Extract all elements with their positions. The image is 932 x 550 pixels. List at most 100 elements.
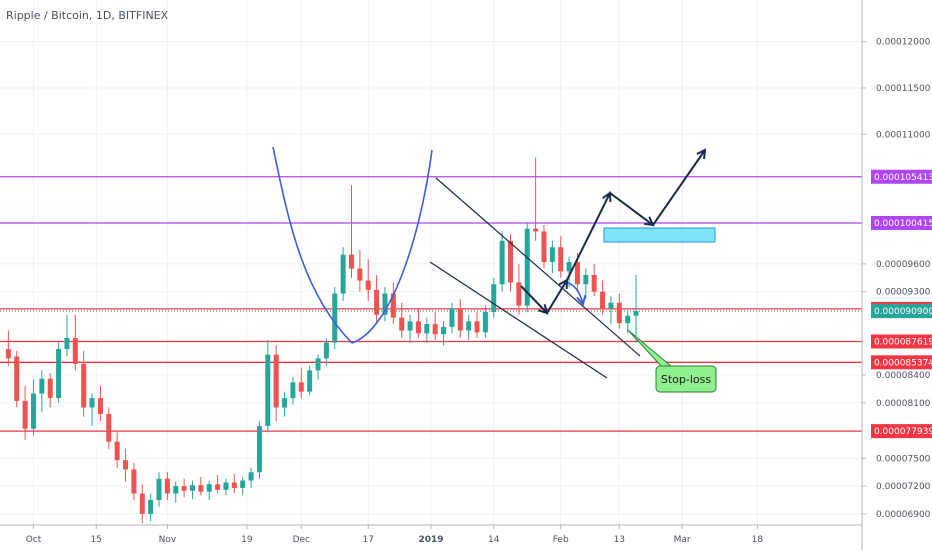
candle-body: [215, 484, 221, 490]
candle-body: [231, 482, 237, 488]
candle-body: [5, 349, 11, 359]
candle-body: [441, 326, 447, 335]
y-tick-label: 0.00007500: [876, 454, 931, 464]
candle-body: [123, 460, 129, 470]
candle-body: [97, 398, 103, 414]
arrowhead: [643, 216, 655, 227]
arrowhead: [558, 278, 569, 290]
candle-body: [499, 240, 505, 285]
candle-body: [265, 354, 271, 426]
price-tags: 0.0001054130.0001004150.0000911390.00008…: [871, 169, 932, 439]
price-level-tag: [871, 334, 932, 349]
channel-lower-line: [429, 261, 608, 379]
x-tick-label: 19: [241, 535, 253, 545]
arrowhead: [602, 191, 612, 203]
price-level-tag: [871, 169, 932, 184]
candle-body: [106, 413, 112, 442]
candle-body: [198, 485, 204, 492]
candle-body: [348, 254, 354, 269]
price-level-tag: [871, 355, 932, 370]
candle-body: [131, 469, 137, 494]
y-tick-label: 0.00007200: [876, 482, 931, 492]
price-level-tag-label: 0.000105413: [874, 173, 932, 183]
candle-body: [432, 324, 438, 335]
candle-body: [558, 247, 564, 272]
candle-body: [47, 378, 53, 399]
chart-grid: [0, 0, 862, 525]
candle-body: [516, 282, 522, 306]
candle-body: [81, 363, 87, 408]
price-level-lines[interactable]: [0, 176, 862, 432]
y-tick-label: 0.00009300: [876, 288, 931, 298]
y-tick-label: 0.00008100: [876, 399, 931, 409]
arrowhead: [696, 148, 707, 160]
candle-body: [173, 486, 179, 494]
arrowhead: [538, 304, 549, 315]
candle-body: [164, 478, 170, 494]
stop-loss-callout[interactable]: Stop-loss: [627, 329, 717, 393]
candle-body: [39, 378, 45, 394]
current-price-tag-label: 0.000090900: [874, 307, 932, 317]
candle-body: [382, 293, 388, 315]
target-box: [603, 227, 716, 243]
cup-curve-right: [351, 149, 433, 344]
price-level-tag-label: 0.000087619: [874, 337, 932, 347]
x-tick-label: 18: [752, 535, 764, 545]
candle-body: [307, 370, 313, 392]
channel-upper-line: [435, 177, 641, 357]
stop-loss-label: Stop-loss: [661, 373, 711, 386]
x-tick-label: Feb: [553, 535, 569, 545]
x-tick-label: Dec: [293, 535, 310, 545]
chart-drawings[interactable]: [272, 146, 716, 379]
candle-body: [248, 472, 254, 481]
candle-body: [114, 441, 120, 461]
projection-arrow-path: [520, 149, 706, 315]
candle-body: [449, 308, 455, 327]
candle-body: [524, 228, 530, 306]
candle-body: [574, 262, 580, 285]
x-tick-label: 2019: [418, 535, 443, 545]
candle-body: [591, 275, 597, 292]
x-tick-label: 13: [614, 535, 625, 545]
candle-body: [332, 293, 338, 343]
candle-body: [206, 484, 212, 492]
candle-body: [156, 478, 162, 500]
price-level-tag: [871, 215, 932, 230]
candle-body: [22, 400, 28, 429]
candle-body: [457, 308, 463, 331]
symbol-title: Ripple / Bitcoin, 1D, BITFINEX: [6, 9, 169, 22]
candle-body: [600, 291, 606, 309]
x-tick-label: 15: [91, 535, 102, 545]
y-tick-label: 0.00011000: [876, 130, 931, 140]
price-level-tag-label: 0.000077939: [874, 427, 932, 437]
candle-body: [583, 275, 589, 285]
price-level-tag-label: 0.000085374: [874, 358, 932, 368]
candle-body: [474, 321, 480, 333]
candle-body: [298, 382, 304, 392]
candle-body: [340, 254, 346, 294]
y-tick-label: 0.00006900: [876, 510, 931, 520]
y-axis[interactable]: 0.00012000 0.00011500 0.00011000 0.00009600…: [861, 0, 931, 550]
candle-body: [390, 293, 396, 318]
candle-body: [30, 393, 36, 429]
candle-body: [466, 321, 472, 331]
x-tick-label: 17: [363, 535, 374, 545]
x-tick-label: 14: [488, 535, 500, 545]
candle-body: [491, 284, 497, 313]
candle-body: [282, 398, 288, 408]
candle-body: [223, 482, 229, 490]
y-tick-label: 0.00012000: [876, 38, 931, 48]
candle-body: [533, 228, 539, 232]
x-tick-label: Nov: [159, 535, 177, 545]
y-tick-label: 0.00009600: [876, 260, 931, 270]
candle-body: [625, 315, 631, 324]
x-axis[interactable]: Oct 15 Nov 19 Dec 17 2019 14 Feb 13 Mar 18: [0, 524, 862, 545]
arrowheads: [538, 148, 707, 315]
candle-body: [181, 486, 187, 491]
candle-body: [508, 240, 514, 283]
candle-body: [616, 302, 622, 324]
candle-body: [72, 337, 78, 364]
candle-body: [256, 425, 262, 473]
candles: [5, 157, 639, 524]
